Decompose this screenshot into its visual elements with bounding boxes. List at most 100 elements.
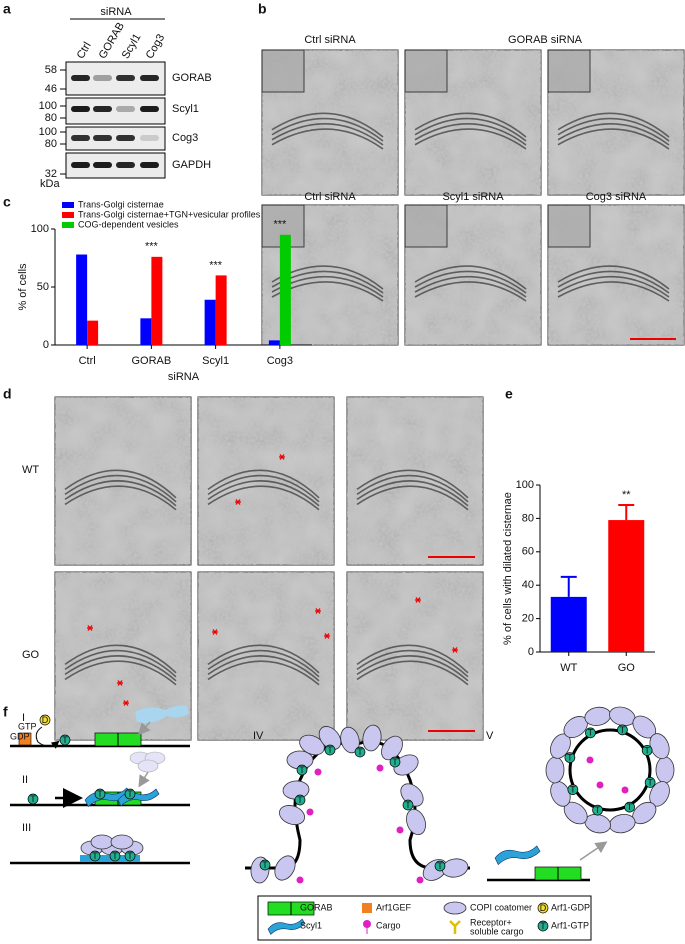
membrane: [64, 474, 177, 503]
x-tick-label: WT: [560, 662, 577, 674]
inset: [547, 49, 591, 93]
lane-label: Cog3: [144, 32, 168, 61]
arrow: [138, 771, 150, 788]
protein-label: Cog3: [172, 132, 198, 144]
row-label: GO: [22, 649, 40, 661]
arf1: [296, 764, 308, 776]
band: [93, 162, 112, 168]
arf1: [585, 727, 596, 739]
membrane: [245, 740, 470, 870]
arf1: [324, 744, 336, 756]
copi: [110, 834, 134, 850]
arf1-letter: T: [30, 794, 36, 804]
membrane: [414, 123, 527, 146]
step-label: V: [486, 730, 494, 742]
em-label: Ctrl siRNA: [304, 191, 356, 203]
arf1-letter: T: [540, 921, 546, 931]
membrane: [207, 644, 320, 674]
membrane: [557, 117, 670, 142]
membrane: [414, 128, 527, 150]
membrane: [356, 655, 469, 682]
dilation-star: [279, 454, 285, 460]
membrane: [64, 469, 177, 499]
arf1: [124, 850, 136, 862]
bar: [204, 299, 216, 345]
arf1: [124, 788, 136, 800]
blot-group-label: siRNA: [100, 6, 132, 18]
step-label: I: [22, 712, 25, 724]
legend-swatch: [62, 222, 74, 228]
arf1-letter: T: [127, 851, 133, 861]
band: [140, 135, 159, 141]
membrane: [414, 275, 527, 298]
membrane: [557, 265, 670, 290]
em-label: GORAB siRNA: [508, 34, 583, 46]
panel-label: f: [3, 704, 8, 720]
y-tick-label: 40: [522, 579, 534, 591]
bar: [140, 318, 152, 345]
band: [140, 75, 159, 81]
significance: ***: [209, 259, 223, 271]
band: [116, 162, 135, 168]
membrane: [414, 265, 527, 290]
membrane: [64, 660, 177, 686]
membrane: [207, 485, 320, 511]
arf1: [641, 745, 653, 756]
protein-label: GAPDH: [172, 159, 211, 171]
arf1: [644, 777, 656, 788]
arf1: [434, 860, 446, 872]
band: [140, 162, 159, 168]
membrane: [207, 469, 320, 499]
membrane: [356, 485, 469, 511]
cargo: [596, 781, 604, 789]
x-tick-label: GORAB: [132, 355, 172, 367]
membrane: [414, 270, 527, 294]
x-tick-label: Ctrl: [79, 355, 96, 367]
mw-label: 80: [45, 138, 57, 150]
legend-label: COG-dependent vesicles: [78, 219, 179, 229]
membrane: [271, 128, 384, 150]
arf1: [564, 752, 576, 763]
arf1-letter: T: [620, 725, 626, 735]
membrane: [207, 660, 320, 686]
arf1: [354, 746, 366, 758]
membrane: [557, 281, 670, 302]
copi: [340, 726, 360, 754]
membrane: [271, 123, 384, 146]
band: [93, 135, 112, 141]
membrane: [557, 270, 670, 294]
arf1-letter: T: [112, 851, 118, 861]
arf1: [39, 714, 51, 726]
arf1-letter: T: [97, 789, 103, 799]
bar: [151, 256, 163, 345]
dilation-star: [415, 597, 421, 603]
panel-label: e: [505, 386, 513, 402]
copi: [381, 735, 403, 761]
membrane: [557, 128, 670, 150]
cargo: [363, 920, 371, 928]
arf1: [89, 850, 101, 862]
arf1-letter: T: [297, 795, 303, 805]
arf1-letter: D: [42, 715, 49, 725]
panel-label: d: [3, 386, 12, 402]
bar: [268, 340, 280, 345]
membrane: [414, 281, 527, 302]
membrane: [557, 123, 670, 146]
legend-swatch: [62, 202, 74, 208]
cargo: [376, 764, 384, 772]
arf1: [294, 794, 306, 806]
copi: [279, 805, 305, 825]
legend-label: Arf1-GDP: [551, 902, 590, 912]
scyl1: [494, 845, 541, 866]
arf1-letter: T: [262, 860, 268, 870]
error-bar: [560, 575, 577, 597]
arf1-letter: T: [405, 800, 411, 810]
bar: [608, 520, 645, 652]
arf1: [259, 859, 271, 871]
copi: [443, 901, 467, 915]
legend-label: Arf1GEF: [376, 902, 412, 912]
arf1: [617, 724, 628, 736]
arf1-letter: T: [299, 765, 305, 775]
